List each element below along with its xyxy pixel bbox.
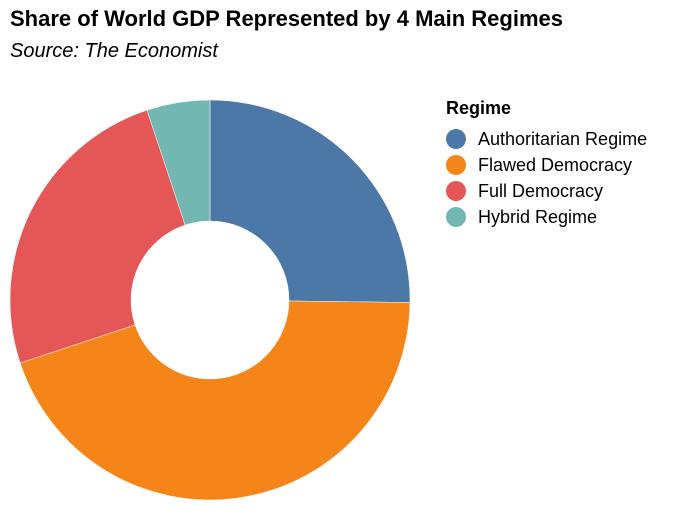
slice-authoritarian-regime xyxy=(209,99,411,303)
legend-label-full-democracy: Full Democracy xyxy=(478,180,604,201)
legend-title: Regime xyxy=(446,98,512,118)
legend-swatch-hybrid-regime xyxy=(446,207,466,227)
slice-flawed-democracy xyxy=(19,300,411,501)
legend-label-authoritarian-regime: Authoritarian Regime xyxy=(478,128,648,149)
legend-label-flawed-democracy: Flawed Democracy xyxy=(478,154,633,175)
chart-subtitle: Source: The Economist xyxy=(10,40,218,62)
legend-swatch-full-democracy xyxy=(446,181,466,201)
legend-swatch-authoritarian-regime xyxy=(446,129,466,149)
legend-swatch-flawed-democracy xyxy=(446,155,466,175)
chart-title: Share of World GDP Represented by 4 Main… xyxy=(10,6,563,31)
legend-item-authoritarian-regime: Authoritarian Regime xyxy=(446,126,647,152)
legend-item-hybrid-regime: Hybrid Regime xyxy=(446,204,647,230)
slice-hybrid-regime xyxy=(146,99,211,226)
legend-item-flawed-democracy: Flawed Democracy xyxy=(446,152,647,178)
legend: Regime Authoritarian Regime Flawed Democ… xyxy=(446,98,647,230)
legend-item-full-democracy: Full Democracy xyxy=(446,178,647,204)
slice-full-democracy xyxy=(9,109,186,364)
legend-label-hybrid-regime: Hybrid Regime xyxy=(478,206,598,227)
